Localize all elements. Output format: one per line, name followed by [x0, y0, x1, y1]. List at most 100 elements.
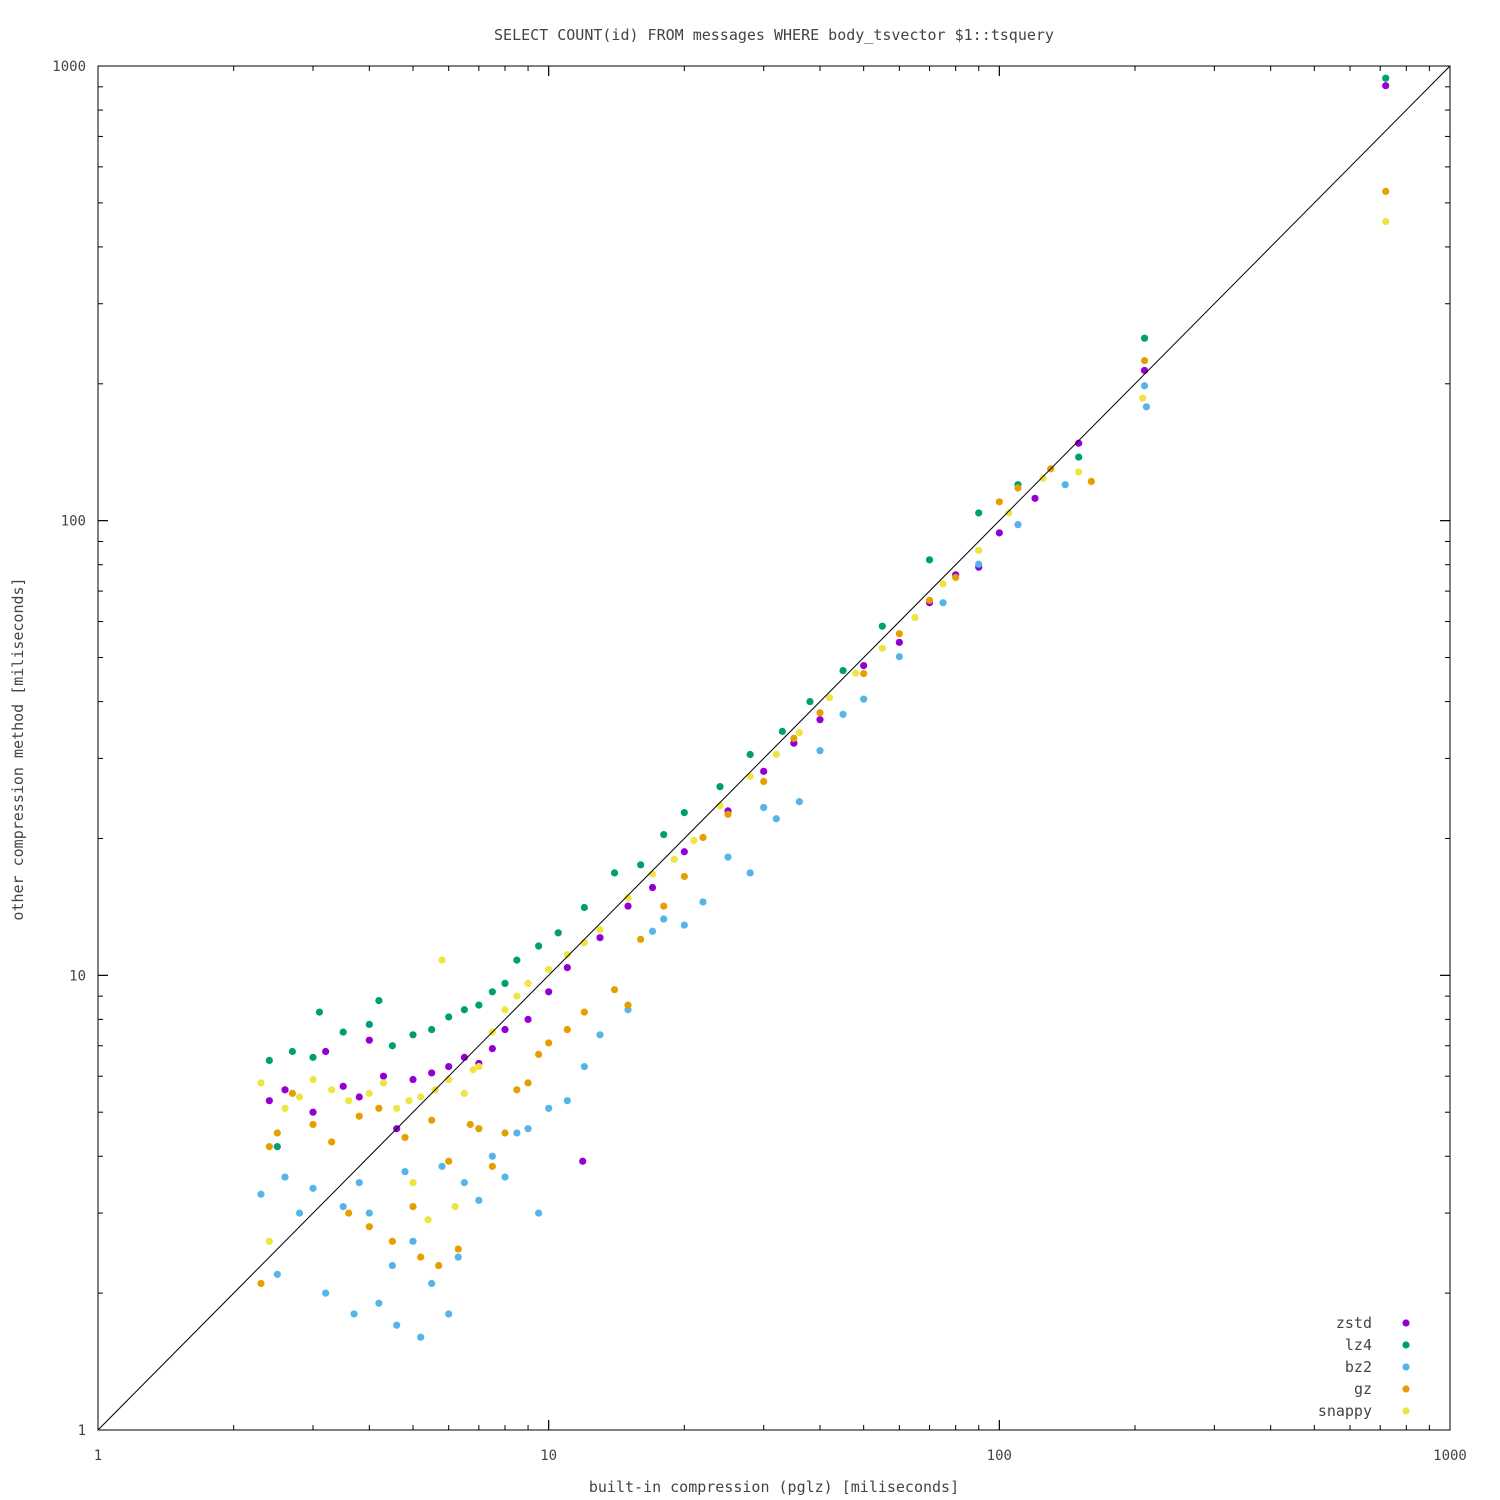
data-point-snappy	[648, 870, 657, 878]
data-point-snappy	[328, 1086, 336, 1094]
data-point-snappy	[1075, 468, 1083, 476]
data-point-snappy	[670, 855, 678, 863]
legend: zstd lz4 bz2 gz snappy	[1318, 1314, 1410, 1420]
data-point-zstd	[365, 1036, 373, 1044]
data-point-bz2	[772, 815, 780, 823]
data-point-snappy	[417, 1093, 425, 1101]
data-point-zstd	[309, 1108, 317, 1116]
data-point-lz4	[288, 1047, 297, 1056]
data-point-snappy	[469, 1066, 477, 1074]
y-axis-label: other compression method [miliseconds]	[9, 577, 27, 920]
data-point-bz2	[563, 1097, 571, 1105]
data-point-snappy	[460, 1089, 468, 1097]
data-point-bz2	[365, 1209, 373, 1217]
data-point-bz2	[1014, 521, 1022, 529]
data-point-bz2	[460, 1179, 468, 1187]
legend-label-gz: gz	[1354, 1380, 1372, 1398]
data-point-bz2	[1061, 481, 1069, 489]
data-point-lz4	[680, 808, 688, 817]
data-point-bz2	[488, 1152, 496, 1160]
data-point-gz	[925, 596, 934, 604]
data-point-snappy	[772, 750, 780, 759]
data-point-bz2	[475, 1196, 483, 1204]
data-point-gz	[724, 810, 732, 818]
data-point-snappy	[295, 1093, 304, 1101]
data-point-bz2	[445, 1310, 453, 1318]
data-point-gz	[580, 1008, 588, 1016]
data-point-bz2	[535, 1209, 543, 1217]
data-point-bz2	[339, 1202, 347, 1211]
data-point-zstd	[1031, 494, 1039, 502]
data-point-gz	[563, 1025, 571, 1034]
data-point-bz2	[388, 1261, 396, 1270]
data-point-bz2	[760, 803, 768, 812]
data-point-gz	[1382, 187, 1390, 195]
data-point-bz2	[1140, 382, 1149, 390]
data-point-gz	[680, 872, 688, 881]
data-point-bz2	[295, 1209, 304, 1217]
data-point-bz2	[273, 1270, 281, 1278]
data-point-snappy	[563, 951, 571, 959]
data-point-zstd	[501, 1025, 509, 1034]
data-point-zstd	[579, 1157, 587, 1165]
data-point-snappy	[795, 728, 803, 737]
data-point-zstd	[760, 767, 768, 775]
data-point-gz	[355, 1112, 363, 1120]
data-point-gz	[513, 1086, 521, 1094]
data-point-snappy	[451, 1202, 459, 1211]
data-point-snappy	[379, 1079, 388, 1087]
data-point-bz2	[322, 1289, 330, 1297]
data-point-snappy	[878, 644, 886, 652]
data-point-zstd	[265, 1097, 273, 1105]
data-point-gz	[454, 1245, 462, 1253]
data-point-lz4	[488, 988, 496, 996]
data-point-lz4	[375, 996, 383, 1005]
data-point-zstd	[409, 1075, 417, 1084]
legend-marker-zstd	[1402, 1319, 1410, 1327]
data-point-snappy	[746, 772, 754, 780]
data-point-gz	[435, 1261, 443, 1270]
data-point-snappy	[825, 694, 834, 702]
data-point-gz	[895, 630, 903, 638]
data-point-lz4	[265, 1056, 273, 1064]
data-point-lz4	[1075, 453, 1083, 461]
data-point-gz	[637, 935, 645, 943]
data-point-lz4	[428, 1025, 436, 1034]
plot-frame	[97, 65, 1451, 1431]
data-point-bz2	[746, 869, 754, 877]
data-point-lz4	[535, 942, 543, 950]
data-point-gz	[660, 902, 668, 910]
data-point-snappy	[545, 965, 553, 974]
x-tick-label: 1000	[1433, 1448, 1467, 1464]
data-point-snappy	[580, 939, 588, 947]
data-point-zstd	[816, 716, 824, 724]
data-point-zstd	[995, 529, 1003, 537]
data-point-bz2	[393, 1321, 401, 1329]
data-point-lz4	[365, 1020, 373, 1028]
x-tick-label: 100	[987, 1448, 1012, 1464]
data-point-zstd	[860, 661, 868, 670]
data-point-gz	[309, 1120, 317, 1129]
data-point-gz	[488, 1162, 496, 1170]
data-point-lz4	[1140, 334, 1149, 342]
data-point-lz4	[925, 556, 934, 564]
data-point-snappy	[501, 1006, 509, 1014]
reference-diagonal-line	[97, 65, 1451, 1431]
data-point-bz2	[409, 1237, 417, 1245]
data-point-snappy	[975, 546, 983, 555]
data-point-snappy	[513, 992, 521, 1000]
x-tick-label: 1	[94, 1448, 102, 1464]
data-point-snappy	[445, 1075, 453, 1084]
data-point-snappy	[911, 614, 919, 622]
data-point-gz	[475, 1125, 483, 1133]
data-point-gz	[365, 1223, 373, 1231]
data-point-bz2	[580, 1062, 588, 1071]
data-point-snappy	[1382, 217, 1390, 226]
data-point-lz4	[975, 509, 983, 517]
data-point-bz2	[375, 1299, 383, 1307]
data-point-snappy	[624, 894, 632, 902]
data-point-gz	[466, 1120, 474, 1129]
data-point-snappy	[409, 1179, 417, 1187]
data-point-gz	[610, 986, 619, 994]
data-point-lz4	[839, 666, 847, 675]
